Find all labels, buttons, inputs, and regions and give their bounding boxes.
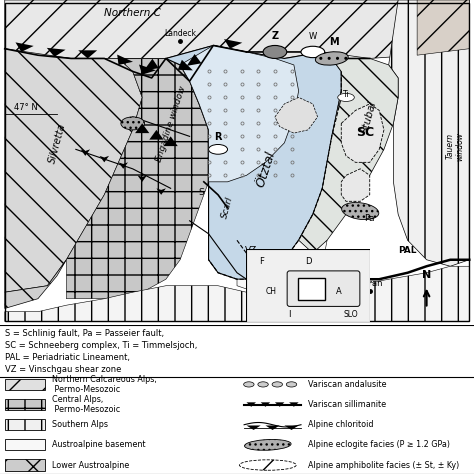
Polygon shape (117, 55, 133, 65)
Text: I: I (288, 310, 291, 319)
Text: Variscan andalusite: Variscan andalusite (308, 380, 387, 389)
Ellipse shape (342, 202, 379, 219)
Text: Landeck: Landeck (164, 29, 196, 38)
Polygon shape (341, 104, 384, 163)
Polygon shape (187, 54, 201, 66)
Text: S = Schlinig fault, Pa = Passeier fault,
SC = Schneeberg complex, Ti = Timmelsjo: S = Schlinig fault, Pa = Passeier fault,… (5, 329, 197, 374)
Polygon shape (341, 169, 370, 201)
Text: Variscan sillimanite: Variscan sillimanite (308, 400, 386, 409)
Polygon shape (261, 402, 270, 407)
Ellipse shape (337, 93, 355, 101)
Polygon shape (389, 0, 469, 266)
Polygon shape (246, 426, 261, 430)
Polygon shape (417, 0, 469, 55)
Polygon shape (164, 137, 178, 146)
Text: Stubai: Stubai (361, 100, 379, 134)
Polygon shape (224, 39, 242, 49)
Polygon shape (81, 149, 90, 156)
Polygon shape (47, 48, 65, 57)
Polygon shape (180, 46, 299, 182)
Polygon shape (137, 175, 147, 182)
Text: Ti: Ti (343, 91, 349, 100)
Text: Southern Alps: Southern Alps (52, 420, 108, 429)
Text: M: M (329, 37, 339, 47)
Polygon shape (16, 42, 34, 52)
Text: VZ: VZ (245, 246, 257, 255)
Text: Scarl: Scarl (220, 196, 235, 220)
Ellipse shape (209, 145, 228, 154)
Text: 47° N: 47° N (14, 103, 38, 112)
Ellipse shape (258, 382, 268, 387)
Polygon shape (5, 49, 142, 292)
Text: Z: Z (271, 31, 279, 41)
Text: Northern C: Northern C (104, 8, 161, 18)
Text: SLO: SLO (344, 310, 358, 319)
Polygon shape (78, 50, 97, 58)
Polygon shape (149, 130, 164, 140)
Ellipse shape (239, 460, 296, 470)
Polygon shape (166, 46, 341, 279)
Text: Austroalpine basement: Austroalpine basement (52, 440, 146, 449)
Ellipse shape (245, 439, 291, 450)
Bar (5, 459, 45, 471)
Text: Alpine amphibolite facies (± St, ± Ky): Alpine amphibolite facies (± St, ± Ky) (308, 461, 459, 470)
Ellipse shape (272, 382, 283, 387)
Ellipse shape (315, 52, 348, 65)
Polygon shape (156, 188, 166, 195)
Text: Meran: Meran (356, 279, 383, 288)
Text: Engadine window: Engadine window (154, 84, 187, 163)
Text: Lower Austroalpine: Lower Austroalpine (52, 461, 129, 470)
Bar (5, 379, 45, 390)
Text: A: A (336, 287, 342, 296)
Text: CH: CH (265, 287, 277, 296)
Text: Central Alps,
 Permo-Mesozoic: Central Alps, Permo-Mesozoic (52, 395, 120, 414)
Text: N: N (422, 270, 431, 280)
Polygon shape (135, 123, 149, 133)
Polygon shape (289, 402, 299, 407)
Polygon shape (5, 260, 66, 309)
Polygon shape (144, 59, 159, 70)
Text: D: D (305, 256, 311, 265)
Text: Ötztal: Ötztal (254, 149, 277, 189)
Text: F: F (259, 256, 264, 265)
Polygon shape (275, 402, 284, 407)
Bar (5, 399, 45, 410)
Polygon shape (5, 0, 469, 58)
Polygon shape (275, 98, 318, 133)
Text: Northern Calcareous Alps,
 Permo-Mesozoic: Northern Calcareous Alps, Permo-Mesozoic (52, 375, 157, 394)
Polygon shape (178, 60, 193, 70)
Polygon shape (139, 64, 156, 75)
Bar (298, 278, 325, 301)
Polygon shape (5, 266, 469, 321)
Ellipse shape (121, 117, 145, 130)
Text: R: R (214, 132, 222, 142)
Polygon shape (66, 58, 218, 299)
Bar (5, 419, 45, 430)
Polygon shape (246, 402, 256, 407)
Polygon shape (299, 58, 398, 253)
Text: Tauern
window: Tauern window (446, 132, 465, 161)
Polygon shape (237, 240, 327, 292)
Text: Pa: Pa (365, 214, 375, 223)
Text: Alpine eclogite facies (P ≥ 1.2 GPa): Alpine eclogite facies (P ≥ 1.2 GPa) (308, 440, 450, 449)
Text: S: S (199, 188, 204, 197)
FancyBboxPatch shape (287, 271, 360, 306)
Ellipse shape (263, 46, 287, 58)
Polygon shape (118, 163, 128, 169)
Polygon shape (100, 156, 109, 163)
Text: Alpine chloritoid: Alpine chloritoid (308, 420, 374, 429)
Text: W: W (309, 32, 317, 41)
Text: Silvretta: Silvretta (47, 122, 67, 164)
Text: PAL: PAL (398, 246, 417, 255)
Bar (5, 439, 45, 450)
Ellipse shape (286, 382, 297, 387)
Text: SC: SC (356, 127, 374, 139)
Polygon shape (284, 426, 299, 430)
Polygon shape (265, 426, 280, 430)
Ellipse shape (244, 382, 254, 387)
Ellipse shape (301, 46, 325, 58)
